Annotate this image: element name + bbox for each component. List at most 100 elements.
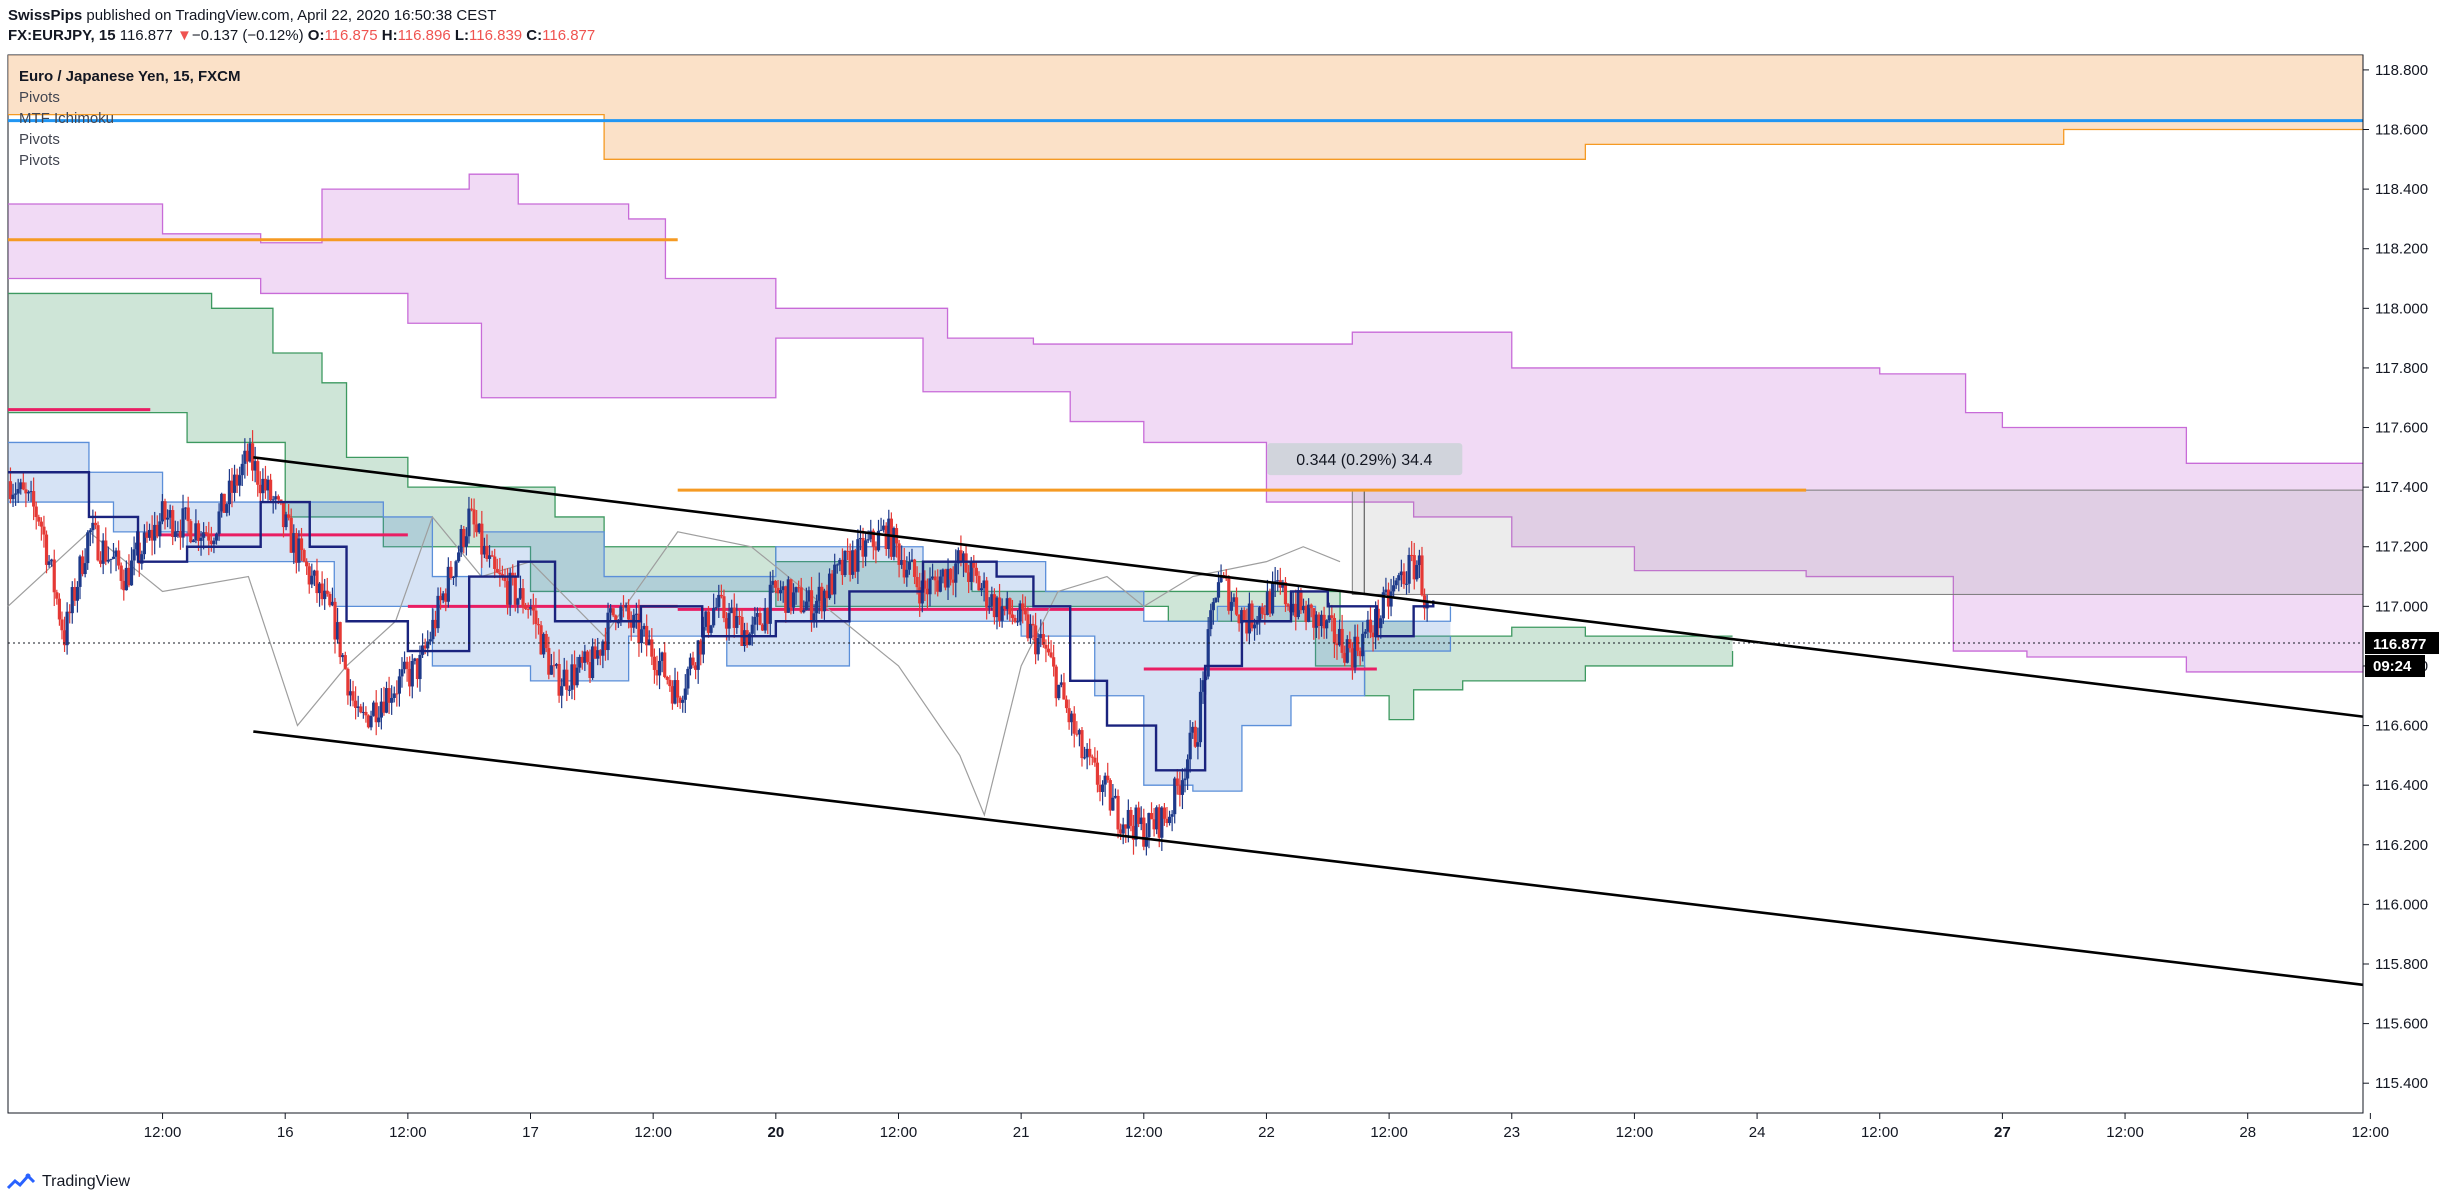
candle-body bbox=[642, 625, 646, 630]
candle-body bbox=[1044, 644, 1048, 649]
candle-body bbox=[8, 481, 13, 500]
candle-body bbox=[910, 559, 914, 562]
candle-body bbox=[1330, 615, 1334, 618]
candle-body bbox=[1394, 580, 1398, 586]
low-value: 116.839 bbox=[469, 27, 523, 44]
candle-body bbox=[583, 651, 587, 663]
candle-body bbox=[243, 450, 247, 464]
tradingview-footer[interactable]: TradingView bbox=[6, 1172, 130, 1192]
candle-body bbox=[137, 542, 141, 564]
legend-pivots-3[interactable]: Pivots bbox=[19, 152, 60, 169]
candle-body bbox=[235, 474, 239, 486]
candle-body bbox=[485, 545, 489, 559]
candle-body bbox=[1206, 629, 1210, 677]
candle-body bbox=[68, 611, 72, 614]
legend-pivots-2[interactable]: Pivots bbox=[19, 131, 60, 148]
candle-body bbox=[1080, 730, 1084, 759]
change-label: −0.137 (−0.12%) bbox=[191, 27, 304, 44]
candle-body bbox=[802, 610, 806, 613]
legend-series-title[interactable]: Euro / Japanese Yen, 15, FXCM bbox=[19, 68, 241, 85]
candle-body bbox=[1106, 775, 1110, 781]
price-tick-label: 117.600 bbox=[2375, 420, 2428, 437]
candle-body bbox=[1116, 795, 1120, 830]
candle-body bbox=[1402, 571, 1406, 585]
candle-body bbox=[384, 688, 389, 713]
candle-body bbox=[639, 629, 644, 644]
candle-body bbox=[44, 534, 49, 565]
candle-body bbox=[258, 484, 262, 494]
candle-body bbox=[807, 590, 811, 602]
candle-body bbox=[150, 529, 154, 541]
candle-body bbox=[433, 619, 438, 629]
candle-body bbox=[132, 549, 136, 561]
time-tick-label: 12:00 bbox=[1616, 1124, 1654, 1141]
candle-body bbox=[1392, 585, 1396, 592]
candle-body bbox=[889, 518, 893, 557]
candle-body bbox=[32, 491, 36, 507]
candle-body bbox=[379, 701, 383, 718]
candle-body bbox=[78, 556, 82, 587]
candle-body bbox=[699, 640, 703, 655]
candle-body bbox=[117, 550, 121, 566]
candle-body bbox=[1165, 818, 1169, 824]
candle-body bbox=[827, 573, 832, 599]
candle-body bbox=[657, 660, 662, 676]
candle-body bbox=[467, 508, 471, 537]
candle-body bbox=[1183, 778, 1187, 781]
candle-body bbox=[55, 592, 59, 599]
candle-body bbox=[83, 563, 87, 575]
candle-body bbox=[400, 669, 404, 677]
candle-body bbox=[1180, 780, 1185, 795]
candle-body bbox=[1178, 785, 1182, 795]
candle-body bbox=[518, 588, 523, 599]
candle-body bbox=[683, 688, 687, 700]
candle-body bbox=[907, 561, 912, 570]
candle-body bbox=[397, 676, 401, 694]
legend-mtf-ichimoku[interactable]: MTF Ichimoku bbox=[19, 110, 115, 127]
legend-pivots-1[interactable]: Pivots bbox=[19, 89, 60, 106]
candle-body bbox=[1245, 619, 1249, 634]
close-value: 116.877 bbox=[542, 27, 596, 44]
candle-body bbox=[423, 645, 427, 649]
candle-body bbox=[508, 572, 512, 605]
candle-body bbox=[1304, 605, 1308, 623]
candle-body bbox=[1057, 684, 1061, 699]
candle-body bbox=[706, 611, 711, 633]
candle-body bbox=[431, 619, 435, 640]
candle-body bbox=[549, 665, 553, 675]
candle-body bbox=[186, 507, 190, 522]
candle-body bbox=[204, 532, 208, 534]
candle-body bbox=[415, 658, 420, 680]
candle-body bbox=[1041, 634, 1045, 645]
candle-body bbox=[516, 598, 520, 605]
candle-body bbox=[1005, 598, 1009, 609]
candle-body bbox=[650, 639, 654, 657]
candle-body bbox=[207, 533, 211, 541]
channel-trendline-1 bbox=[253, 730, 2364, 987]
candle-body bbox=[387, 688, 391, 703]
author[interactable]: SwissPips bbox=[8, 7, 83, 24]
open-value: 116.875 bbox=[324, 27, 378, 44]
candle-body bbox=[526, 608, 530, 610]
candle-body bbox=[714, 607, 718, 609]
candle-body bbox=[750, 624, 754, 634]
candle-body bbox=[1227, 578, 1231, 611]
candle-body bbox=[441, 593, 445, 601]
candle-body bbox=[493, 556, 497, 569]
candle-body bbox=[853, 550, 857, 572]
candle-body bbox=[614, 615, 618, 623]
candle-body bbox=[475, 524, 479, 533]
price-tick-label: 117.200 bbox=[2375, 539, 2428, 556]
time-tick-label: 12:00 bbox=[1861, 1124, 1899, 1141]
candle-body bbox=[1343, 652, 1347, 663]
candle-body bbox=[542, 634, 546, 655]
candle-body bbox=[281, 503, 286, 528]
tradingview-logo-icon bbox=[6, 1173, 36, 1190]
candle-body bbox=[289, 517, 293, 553]
candle-body bbox=[696, 640, 700, 670]
candle-body bbox=[1258, 607, 1262, 623]
candle-body bbox=[1219, 574, 1223, 583]
candle-body bbox=[111, 556, 116, 559]
candle-body bbox=[405, 661, 409, 669]
